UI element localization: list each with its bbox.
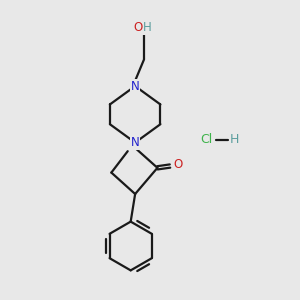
Text: N: N xyxy=(131,80,140,93)
Text: Cl: Cl xyxy=(200,133,213,146)
Text: H: H xyxy=(143,21,152,34)
Text: N: N xyxy=(131,136,140,149)
Text: O: O xyxy=(174,158,183,171)
Text: H: H xyxy=(230,133,239,146)
Text: O: O xyxy=(133,21,142,34)
